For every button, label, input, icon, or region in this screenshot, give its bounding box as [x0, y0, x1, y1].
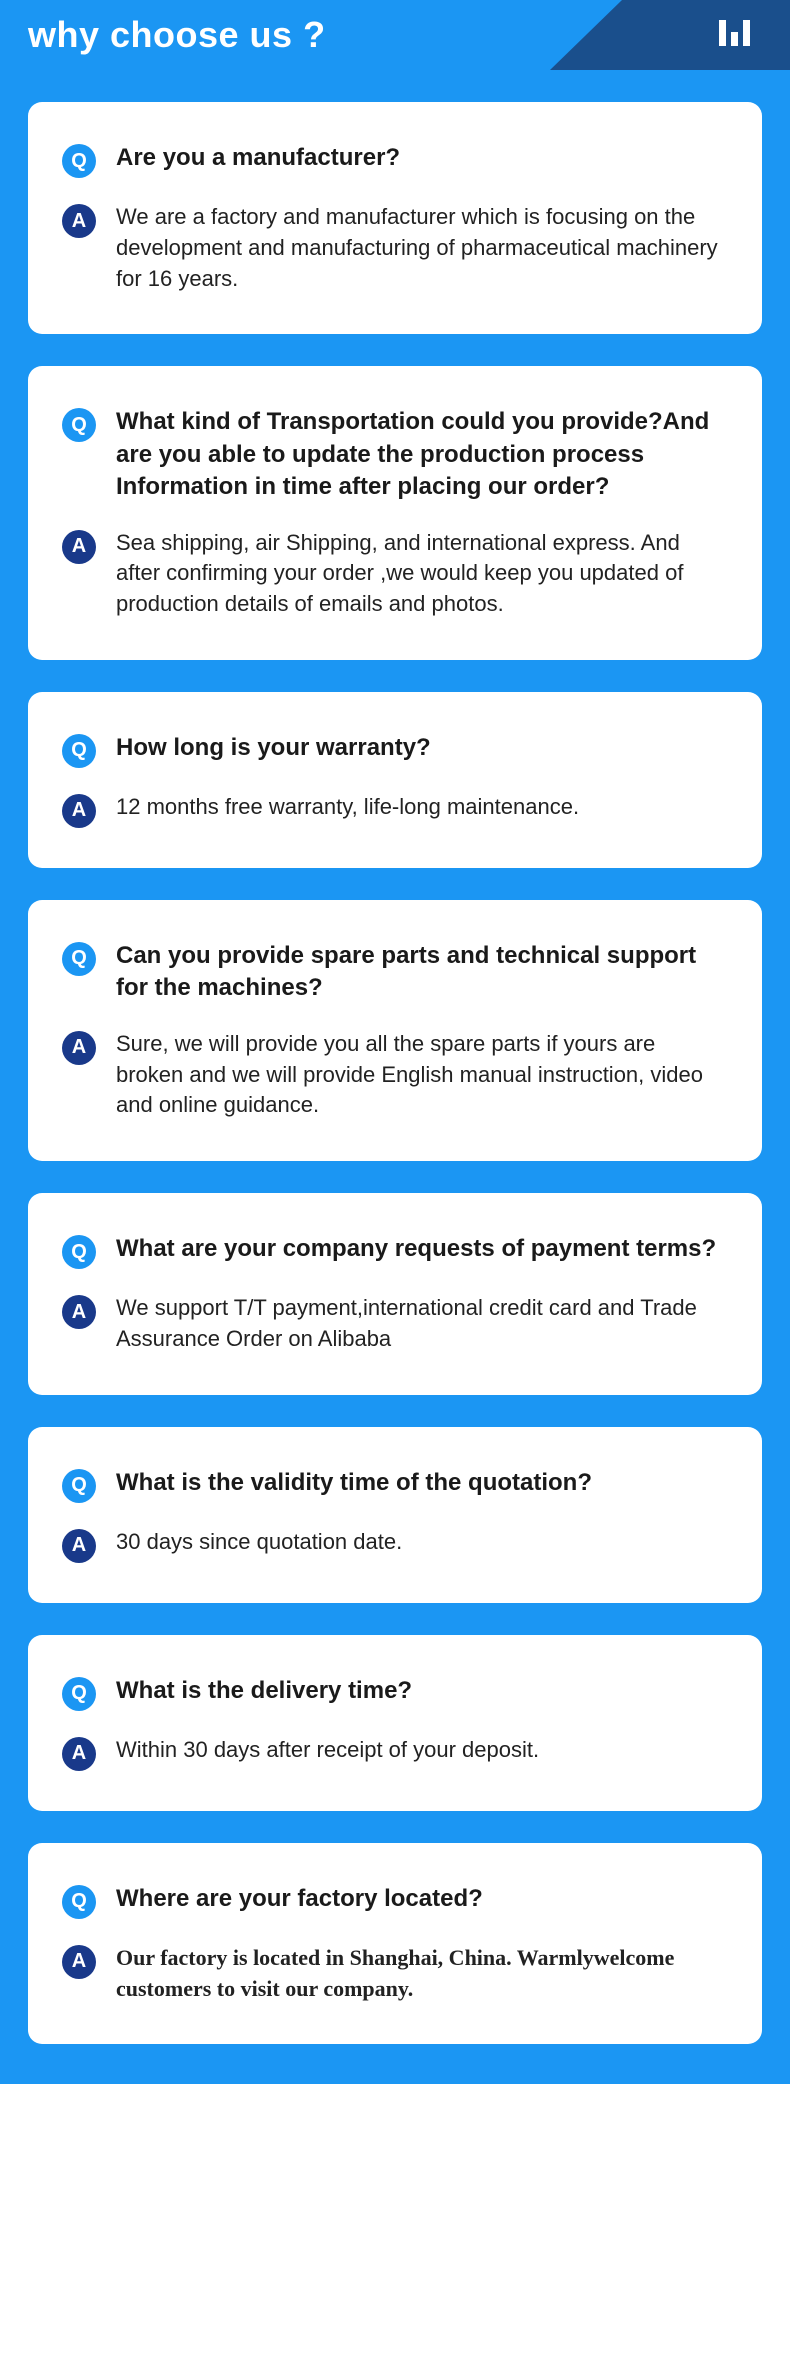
faq-content: Q Are you a manufacturer? A We are a factor…	[0, 70, 790, 2084]
page-title: why choose us ?	[28, 14, 326, 56]
q-badge: Q	[62, 144, 96, 178]
question-row: Q What are your company requests of payme…	[62, 1233, 728, 1269]
a-badge: A	[62, 1945, 96, 1979]
a-badge: A	[62, 794, 96, 828]
header-accent	[550, 0, 790, 70]
answer-text: Sea shipping, air Shipping, and internat…	[116, 528, 728, 620]
a-badge: A	[62, 1737, 96, 1771]
a-badge: A	[62, 1295, 96, 1329]
answer-row: A Our factory is located in Shanghai, Chi…	[62, 1943, 728, 2005]
answer-row: A 12 months free warranty, life-long main…	[62, 792, 728, 828]
question-text: What is the delivery time?	[116, 1675, 728, 1707]
answer-text: 12 months free warranty, life-long maint…	[116, 792, 728, 823]
question-row: Q What is the delivery time?	[62, 1675, 728, 1711]
question-row: Q What kind of Transportation could you p…	[62, 406, 728, 503]
answer-text: Sure, we will provide you all the spare …	[116, 1029, 728, 1121]
question-row: Q What is the validity time of the quotat…	[62, 1467, 728, 1503]
a-badge: A	[62, 1031, 96, 1065]
answer-text: We are a factory and manufacturer which …	[116, 202, 728, 294]
faq-card: Q What kind of Transportation could you p…	[28, 366, 762, 660]
answer-row: A Sea shipping, air Shipping, and interna…	[62, 528, 728, 620]
question-row: Q How long is your warranty?	[62, 732, 728, 768]
q-badge: Q	[62, 734, 96, 768]
faq-card: Q Can you provide spare parts and technic…	[28, 900, 762, 1161]
answer-text: Within 30 days after receipt of your dep…	[116, 1735, 728, 1766]
question-text: Are you a manufacturer?	[116, 142, 728, 174]
answer-row: A Sure, we will provide you all the spare…	[62, 1029, 728, 1121]
faq-card: Q What are your company requests of payme…	[28, 1193, 762, 1395]
answer-row: A We are a factory and manufacturer which…	[62, 202, 728, 294]
faq-card: Q Are you a manufacturer? A We are a factor…	[28, 102, 762, 334]
answer-text: Our factory is located in Shanghai, Chin…	[116, 1943, 728, 2005]
faq-card: Q Where are your factory located? A Our fac…	[28, 1843, 762, 2045]
q-badge: Q	[62, 1885, 96, 1919]
answer-row: A We support T/T payment,international cr…	[62, 1293, 728, 1355]
question-text: Where are your factory located?	[116, 1883, 728, 1915]
question-row: Q Where are your factory located?	[62, 1883, 728, 1919]
faq-card: Q What is the delivery time? A Within 30 da…	[28, 1635, 762, 1811]
question-row: Q Can you provide spare parts and technic…	[62, 940, 728, 1005]
page-header: why choose us ?	[0, 0, 790, 70]
a-badge: A	[62, 530, 96, 564]
question-text: What is the validity time of the quotati…	[116, 1467, 728, 1499]
a-badge: A	[62, 204, 96, 238]
answer-row: A Within 30 days after receipt of your de…	[62, 1735, 728, 1771]
q-badge: Q	[62, 408, 96, 442]
faq-card: Q What is the validity time of the quotat…	[28, 1427, 762, 1603]
question-row: Q Are you a manufacturer?	[62, 142, 728, 178]
q-badge: Q	[62, 1469, 96, 1503]
answer-text: We support T/T payment,international cre…	[116, 1293, 728, 1355]
bars-icon	[719, 20, 750, 46]
question-text: How long is your warranty?	[116, 732, 728, 764]
question-text: What are your company requests of paymen…	[116, 1233, 728, 1265]
faq-card: Q How long is your warranty? A 12 months fr…	[28, 692, 762, 868]
q-badge: Q	[62, 1235, 96, 1269]
a-badge: A	[62, 1529, 96, 1563]
question-text: Can you provide spare parts and technica…	[116, 940, 728, 1005]
answer-text: 30 days since quotation date.	[116, 1527, 728, 1558]
q-badge: Q	[62, 1677, 96, 1711]
answer-row: A 30 days since quotation date.	[62, 1527, 728, 1563]
q-badge: Q	[62, 942, 96, 976]
question-text: What kind of Transportation could you pr…	[116, 406, 728, 503]
